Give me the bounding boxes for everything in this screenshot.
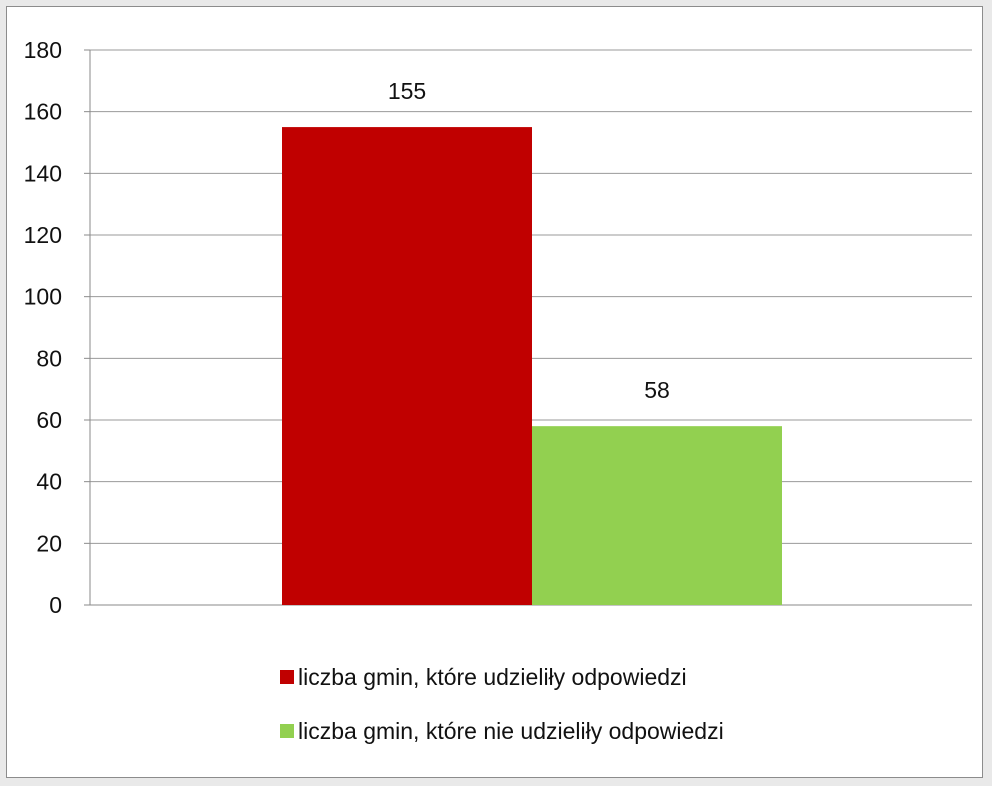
y-tick-label-40: 40 <box>36 469 62 495</box>
legend-swatch-green <box>280 724 294 738</box>
legend-label-not-responded: liczba gmin, które nie udzieliły odpowie… <box>298 717 724 744</box>
y-tick-label-140: 140 <box>24 160 62 186</box>
legend-label-responded: liczba gmin, które udzieliły odpowiedzi <box>298 663 687 690</box>
y-tick-label-160: 160 <box>24 99 62 125</box>
data-label-series-1: 58 <box>644 377 670 403</box>
y-tick-label-120: 120 <box>24 222 62 248</box>
legend-item-not-responded: liczba gmin, które nie udzieliły odpowie… <box>280 717 724 745</box>
bar-series-1 <box>532 426 782 605</box>
data-labels: 155 58 <box>388 78 670 403</box>
gridlines <box>90 49 972 606</box>
bar-series-0 <box>282 127 532 605</box>
y-tick-label-0: 0 <box>49 592 62 618</box>
y-tick-label-100: 100 <box>24 284 62 310</box>
legend-item-responded: liczba gmin, które udzieliły odpowiedzi <box>280 663 724 691</box>
data-label-series-0: 155 <box>388 78 426 104</box>
y-axis: 0 20 40 60 80 100 120 140 160 180 <box>24 37 91 618</box>
legend-swatch-red <box>280 670 294 684</box>
y-tick-label-20: 20 <box>36 530 62 556</box>
bars <box>282 127 782 605</box>
y-tick-label-80: 80 <box>36 345 62 371</box>
y-tick-label-60: 60 <box>36 407 62 433</box>
y-tick-label-180: 180 <box>24 37 62 63</box>
legend: liczba gmin, które udzieliły odpowiedzi … <box>280 663 724 771</box>
